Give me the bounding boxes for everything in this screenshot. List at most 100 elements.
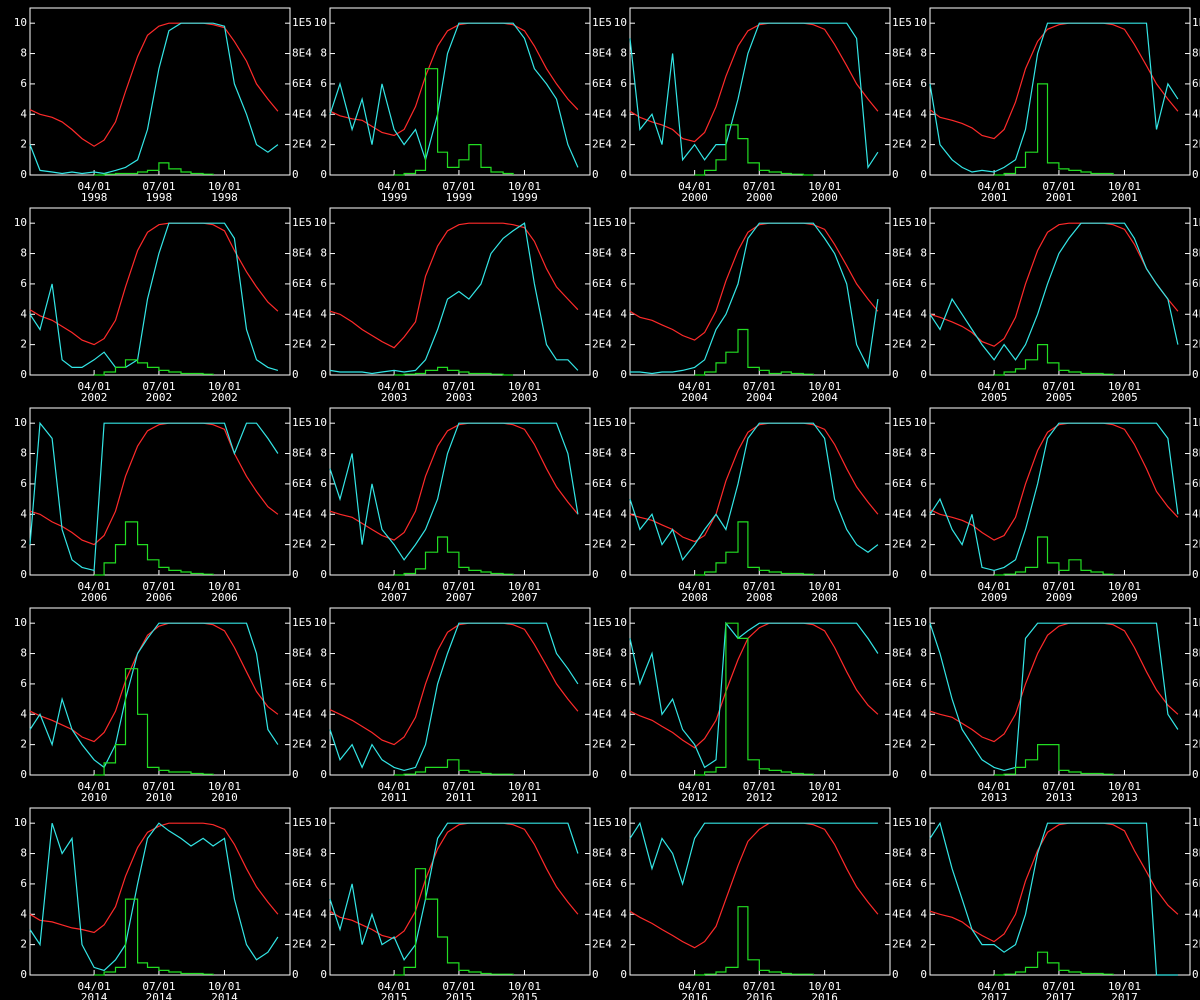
panel: 024681002E44E46E48E41E504/01201407/01201…: [14, 807, 312, 1000]
series-line: [29, 822, 279, 972]
y-tick-label: 0: [20, 368, 27, 381]
series-line: [29, 622, 279, 769]
y2-tick-label: 1E5: [892, 216, 912, 229]
series-line: [929, 422, 1179, 541]
panel: 024681002E44E46E48E41E504/01200307/01200…: [314, 207, 612, 404]
y-tick-label: 4: [620, 307, 627, 320]
x-tick-label: 04/01: [78, 380, 111, 393]
y2-tick-label: 1E5: [1192, 216, 1200, 229]
y-tick-label: 2: [920, 138, 927, 151]
y2-tick-label: 4E4: [1192, 507, 1200, 520]
y-tick-label: 0: [320, 368, 327, 381]
series-line: [929, 622, 1179, 772]
series-line: [394, 759, 514, 776]
y2-tick-label: 6E4: [892, 77, 912, 90]
x-tick-label: 04/01: [978, 780, 1011, 793]
panel: 024681002E44E46E48E41E504/01199907/01199…: [314, 7, 612, 204]
y2-tick-label: 8E4: [1192, 847, 1200, 860]
y-tick-label: 10: [14, 16, 27, 29]
y2-tick-label: 2E4: [592, 938, 612, 951]
y2-tick-label: 6E4: [892, 277, 912, 290]
y-tick-label: 6: [920, 877, 927, 890]
y2-tick-label: 4E4: [892, 107, 912, 120]
series-line: [929, 822, 1179, 943]
x-tick-label: 2003: [511, 391, 538, 404]
series-line: [329, 422, 579, 541]
y-tick-label: 8: [320, 847, 327, 860]
y-tick-label: 8: [20, 847, 27, 860]
y2-tick-label: 4E4: [292, 507, 312, 520]
x-tick-label: 2002: [81, 391, 108, 404]
y-tick-label: 10: [314, 216, 327, 229]
x-tick-label: 04/01: [978, 180, 1011, 193]
y-tick-label: 10: [614, 816, 627, 829]
y2-tick-label: 8E4: [892, 247, 912, 260]
plot-frame: [929, 7, 1191, 176]
panel: 024681002E44E46E48E41E504/01201007/01201…: [14, 607, 312, 804]
plot-frame: [629, 7, 891, 176]
y2-tick-label: 4E4: [292, 107, 312, 120]
x-tick-label: 10/01: [208, 780, 241, 793]
y2-tick-label: 1E5: [892, 616, 912, 629]
x-tick-label: 04/01: [78, 580, 111, 593]
y2-tick-label: 2E4: [292, 938, 312, 951]
y2-tick-label: 6E4: [1192, 477, 1200, 490]
x-tick-label: 10/01: [1108, 980, 1141, 993]
x-tick-label: 04/01: [678, 380, 711, 393]
y2-tick-label: 2E4: [892, 538, 912, 551]
x-tick-label: 10/01: [508, 180, 541, 193]
x-tick-label: 2014: [146, 991, 173, 1000]
series-line: [29, 422, 279, 546]
y2-tick-label: 2E4: [292, 338, 312, 351]
x-tick-label: 2009: [981, 591, 1008, 604]
y-tick-label: 6: [620, 277, 627, 290]
panel: 024681002E44E46E48E41E504/01201707/01201…: [914, 807, 1200, 1000]
y2-tick-label: 0: [1192, 768, 1199, 781]
x-tick-label: 07/01: [142, 580, 175, 593]
y2-tick-label: 2E4: [1192, 938, 1200, 951]
y-tick-label: 6: [620, 477, 627, 490]
y-tick-label: 8: [320, 247, 327, 260]
y2-tick-label: 2E4: [892, 338, 912, 351]
y2-tick-label: 0: [1192, 968, 1199, 981]
y2-tick-label: 1E5: [1192, 16, 1200, 29]
y-tick-label: 0: [320, 168, 327, 181]
series-line: [629, 822, 879, 949]
y2-tick-label: 8E4: [292, 647, 312, 660]
x-tick-label: 2004: [746, 391, 773, 404]
panel: 024681002E44E46E48E41E504/01199807/01199…: [14, 7, 312, 204]
series-line: [929, 222, 1179, 361]
x-tick-label: 2006: [146, 591, 173, 604]
y2-tick-label: 8E4: [892, 47, 912, 60]
y-tick-label: 0: [20, 568, 27, 581]
x-tick-label: 04/01: [678, 780, 711, 793]
series-line: [929, 821, 1178, 976]
y-tick-label: 8: [20, 647, 27, 660]
x-tick-label: 2004: [681, 391, 708, 404]
y2-tick-label: 0: [1192, 368, 1199, 381]
panel: 024681002E44E46E48E41E504/01200507/01200…: [914, 207, 1200, 404]
y-tick-label: 6: [320, 477, 327, 490]
y2-tick-label: 0: [892, 368, 899, 381]
y2-tick-label: 0: [592, 568, 599, 581]
y2-tick-label: 1E5: [292, 216, 312, 229]
y-tick-label: 0: [620, 768, 627, 781]
series-line: [329, 622, 579, 746]
panel: 024681002E44E46E48E41E504/01200007/01200…: [614, 7, 912, 204]
x-tick-label: 2017: [981, 991, 1008, 1000]
y2-tick-label: 8E4: [892, 447, 912, 460]
x-tick-label: 2010: [211, 791, 238, 804]
y-tick-label: 4: [320, 707, 327, 720]
panel: 024681002E44E46E48E41E504/01200407/01200…: [614, 207, 912, 404]
x-tick-label: 07/01: [142, 380, 175, 393]
y2-tick-label: 4E4: [1192, 707, 1200, 720]
panel: 024681002E44E46E48E41E504/01200607/01200…: [14, 407, 312, 604]
x-tick-label: 2006: [81, 591, 108, 604]
y-tick-label: 0: [320, 568, 327, 581]
x-tick-label: 2009: [1046, 591, 1073, 604]
y2-tick-label: 1E5: [292, 416, 312, 429]
y2-tick-label: 6E4: [592, 877, 612, 890]
x-tick-label: 10/01: [508, 380, 541, 393]
x-tick-label: 07/01: [1042, 380, 1075, 393]
plot-frame: [929, 607, 1191, 776]
